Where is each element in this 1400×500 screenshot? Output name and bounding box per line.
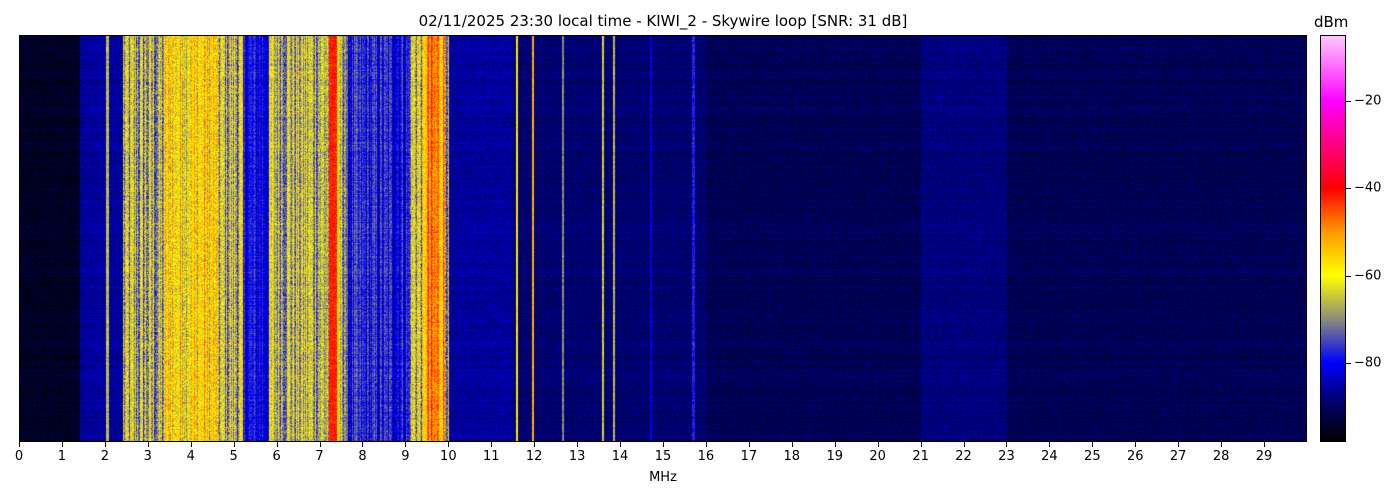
- x-tick: [877, 442, 879, 447]
- x-tick-label: 26: [1126, 449, 1144, 464]
- x-tick-label: 2: [100, 449, 109, 464]
- x-tick: [276, 442, 278, 447]
- x-tick: [534, 442, 536, 447]
- colorbar-tick: [1346, 100, 1351, 102]
- spectrogram-heatmap: [19, 35, 1307, 442]
- x-tick: [663, 442, 664, 447]
- x-tick: [705, 442, 707, 447]
- colorbar-tick-label: −60: [1354, 268, 1382, 284]
- x-tick-label: 9: [401, 449, 410, 464]
- x-tick-label: 5: [229, 449, 238, 464]
- x-tick: [1049, 442, 1051, 447]
- chart-title: 02/11/2025 23:30 local time - KIWI_2 - S…: [418, 12, 908, 30]
- x-tick-label: 20: [869, 449, 886, 464]
- x-tick: [577, 442, 579, 447]
- x-tick-label: 18: [783, 449, 801, 464]
- x-tick: [104, 442, 106, 447]
- plot-frame: [19, 35, 1307, 442]
- x-tick: [620, 442, 622, 447]
- x-tick: [748, 442, 750, 447]
- x-tick: [920, 442, 922, 447]
- x-tick: [233, 442, 235, 447]
- x-tick: [1178, 442, 1180, 447]
- x-tick-label: 13: [568, 449, 586, 464]
- colorbar-tick-label: −20: [1354, 93, 1382, 109]
- x-tick-label: 0: [14, 449, 24, 464]
- x-tick-label: 7: [315, 449, 324, 464]
- colorbar-tick-label: −40: [1354, 180, 1382, 196]
- x-tick: [791, 442, 793, 447]
- x-tick-label: 1: [57, 449, 67, 464]
- colorbar-tick: [1346, 363, 1351, 365]
- x-tick: [147, 442, 149, 447]
- x-tick: [1135, 442, 1137, 447]
- x-tick-label: 29: [1255, 449, 1273, 464]
- colorbar-tick: [1346, 188, 1351, 190]
- x-tick-label: 22: [955, 449, 972, 464]
- x-tick-label: 25: [1084, 449, 1101, 464]
- x-tick-label: 14: [611, 449, 629, 464]
- x-axis-label: MHz: [649, 470, 677, 485]
- x-tick: [405, 442, 407, 447]
- x-tick-label: 19: [826, 449, 843, 464]
- x-tick-label: 23: [998, 449, 1015, 464]
- colorbar-label: dBm: [1314, 13, 1349, 31]
- x-tick-label: 21: [912, 449, 929, 464]
- x-tick: [61, 442, 63, 447]
- x-tick-label: 27: [1169, 449, 1187, 464]
- x-tick-label: 3: [143, 449, 152, 464]
- x-tick-label: 8: [358, 449, 367, 464]
- x-tick: [963, 442, 965, 447]
- x-tick-label: 11: [482, 449, 500, 464]
- x-tick: [1221, 442, 1223, 447]
- x-tick-label: 24: [1041, 449, 1058, 464]
- x-tick: [19, 442, 20, 447]
- x-tick-label: 10: [440, 449, 457, 464]
- x-tick: [834, 442, 836, 447]
- x-tick-label: 17: [740, 449, 758, 464]
- x-tick-label: 15: [654, 449, 672, 464]
- colorbar: [1320, 35, 1346, 442]
- x-tick-label: 4: [186, 449, 195, 464]
- x-tick-label: 6: [272, 449, 281, 464]
- x-tick-label: 16: [697, 449, 715, 464]
- x-tick: [448, 442, 450, 447]
- x-tick: [1264, 442, 1266, 447]
- x-tick: [491, 442, 493, 447]
- x-tick-label: 28: [1212, 449, 1230, 464]
- x-tick: [319, 442, 321, 447]
- colorbar-tick-label: −80: [1354, 355, 1382, 371]
- x-tick: [1092, 442, 1094, 447]
- x-tick: [190, 442, 192, 447]
- x-tick: [1006, 442, 1008, 447]
- x-tick-label: 12: [525, 449, 543, 464]
- colorbar-tick: [1346, 275, 1351, 277]
- x-tick: [362, 442, 364, 447]
